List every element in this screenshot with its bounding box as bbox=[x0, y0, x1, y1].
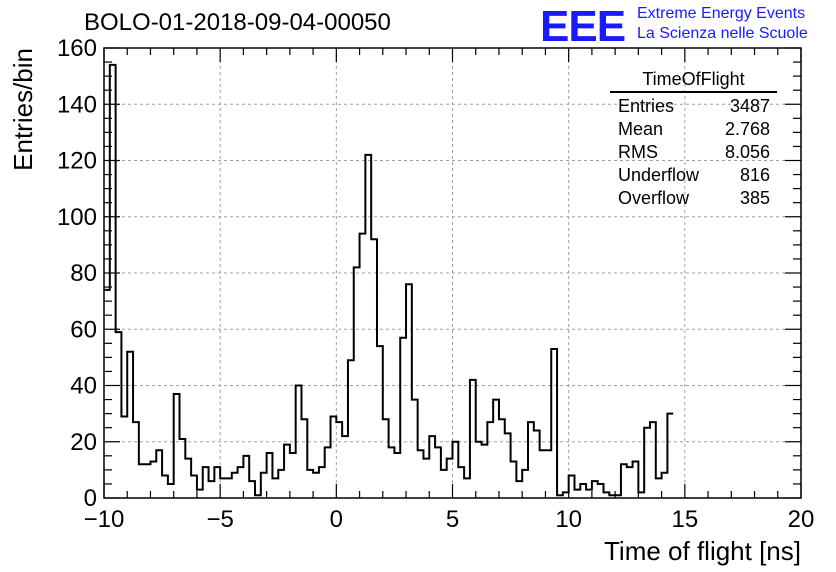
stats-label: Entries bbox=[618, 96, 675, 116]
chart-title: BOLO-01-2018-09-04-00050 bbox=[84, 9, 391, 36]
stats-value: 2.768 bbox=[724, 119, 770, 139]
x-tick-label: 0 bbox=[330, 506, 343, 533]
y-axis-label: Entries/bin bbox=[8, 48, 38, 171]
x-tick-label: −10 bbox=[84, 506, 125, 533]
stats-row-rms: RMS 8.056 bbox=[610, 141, 777, 164]
x-tick-label: 20 bbox=[788, 506, 815, 533]
histogram-line bbox=[104, 63, 674, 497]
y-tick-label: 20 bbox=[70, 429, 97, 456]
stats-value: 3487 bbox=[729, 96, 770, 116]
stats-value: 816 bbox=[739, 165, 770, 185]
stats-box: TimeOfFlight Entries 3487 Mean 2.768 RMS… bbox=[610, 68, 777, 210]
x-tick-label: −5 bbox=[206, 506, 233, 533]
y-tick-label: 140 bbox=[57, 91, 97, 118]
stats-row-mean: Mean 2.768 bbox=[610, 118, 777, 141]
logo-caption: Extreme Energy Events La Scienza nelle S… bbox=[637, 4, 808, 44]
axis-ticks bbox=[103, 47, 802, 499]
y-tick-label: 160 bbox=[57, 35, 97, 62]
y-tick-label: 100 bbox=[57, 204, 97, 231]
x-tick-label: 5 bbox=[446, 506, 459, 533]
stats-row-underflow: Underflow 816 bbox=[610, 164, 777, 187]
y-tick-label: 80 bbox=[70, 260, 97, 287]
stats-value: 8.056 bbox=[724, 142, 770, 162]
tick-labels: −10 −5 0 5 10 15 20 0 20 40 60 80 100 120 140 160 bbox=[57, 35, 814, 533]
stats-title: TimeOfFlight bbox=[610, 68, 777, 93]
y-tick-label: 120 bbox=[57, 148, 97, 175]
y-tick-label: 40 bbox=[70, 373, 97, 400]
x-axis-label: Time of flight [ns] bbox=[604, 536, 801, 566]
logo-caption-line1: Extreme Energy Events bbox=[637, 5, 806, 22]
stats-value: 385 bbox=[739, 188, 770, 208]
logo-caption-line2: La Scienza nelle Scuole bbox=[637, 25, 808, 42]
x-tick-label: 10 bbox=[555, 506, 582, 533]
y-tick-label: 0 bbox=[84, 485, 97, 512]
x-tick-label: 15 bbox=[671, 506, 698, 533]
y-tick-label: 60 bbox=[70, 316, 97, 343]
stats-row-overflow: Overflow 385 bbox=[610, 187, 777, 210]
stats-label: RMS bbox=[618, 142, 658, 162]
eee-logo: EEE bbox=[540, 2, 626, 51]
stats-label: Underflow bbox=[618, 165, 700, 185]
stats-label: Overflow bbox=[618, 188, 690, 208]
stats-label: Mean bbox=[618, 119, 664, 139]
stats-row-entries: Entries 3487 bbox=[610, 95, 777, 118]
